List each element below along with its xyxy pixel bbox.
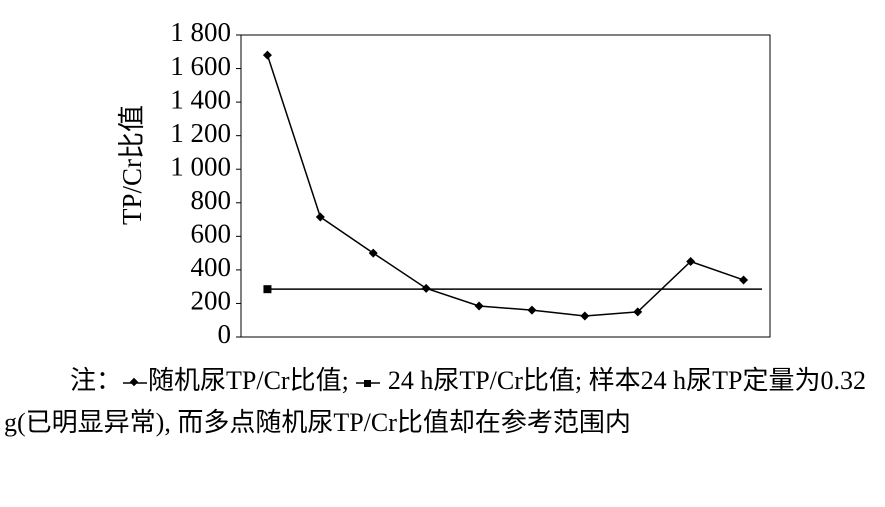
y-tick-label: 0 bbox=[218, 319, 232, 349]
series-line bbox=[266, 54, 744, 317]
y-tick-label: 800 bbox=[191, 185, 232, 215]
marker bbox=[263, 285, 272, 294]
legend-label: 随机尿TP/Cr比值 bbox=[148, 366, 342, 395]
y-tick-label: 200 bbox=[191, 286, 232, 316]
marker bbox=[262, 50, 272, 60]
y-tick-label: 1 800 bbox=[170, 17, 231, 47]
marker bbox=[421, 283, 431, 293]
y-tick-label: 600 bbox=[191, 219, 232, 249]
marker bbox=[686, 257, 696, 266]
caption: 注： 随机尿TP/Cr比值; 24 h尿TP/Cr比值; 样本24 h尿TP定量为… bbox=[4, 360, 882, 444]
marker bbox=[633, 307, 643, 317]
y-tick-label: 1 400 bbox=[170, 84, 231, 114]
marker bbox=[368, 248, 378, 258]
separator: ; bbox=[341, 366, 349, 395]
note-prefix: 注： bbox=[70, 366, 123, 395]
marker bbox=[580, 311, 590, 321]
y-tick-label: 1 000 bbox=[170, 151, 231, 181]
y-tick-label: 1 600 bbox=[170, 51, 231, 81]
marker bbox=[315, 212, 325, 222]
marker bbox=[474, 301, 484, 311]
legend-marker bbox=[356, 380, 381, 388]
marker bbox=[739, 275, 749, 285]
plot-frame bbox=[240, 34, 771, 338]
y-tick-label: 400 bbox=[191, 252, 232, 282]
y-tick-label: 1 200 bbox=[170, 118, 231, 148]
marker bbox=[527, 305, 537, 315]
legend-label: 24 h尿TP/Cr比值 bbox=[387, 366, 575, 395]
legend-marker bbox=[123, 377, 148, 387]
separator: ; bbox=[574, 366, 583, 395]
y-axis-label: TP/Cr比值 bbox=[117, 105, 147, 225]
note-text: 样本24 h尿TP定量为0.32 g(已明显异常), 而多点随机尿TP/Cr比值… bbox=[4, 366, 866, 437]
